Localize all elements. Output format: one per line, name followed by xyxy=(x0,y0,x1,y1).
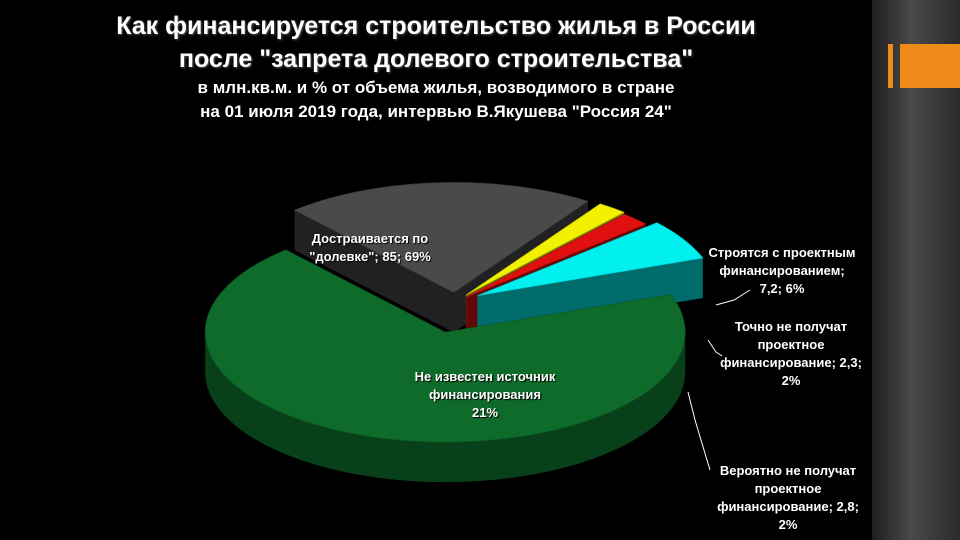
slice-label-definitely-not-line-3: финансирование; 2,3; xyxy=(720,355,862,370)
chart-subtitle-line-2: на 01 июля 2019 года, интервью В.Якушева… xyxy=(200,102,672,121)
accent-bar-thin xyxy=(888,44,893,88)
slice-label-unknown: Не известен источник финансирования 21% xyxy=(385,368,585,422)
leader-lines xyxy=(687,289,751,471)
slice-label-likely-not: Вероятно не получат проектное финансиров… xyxy=(704,462,872,534)
slice-label-definitely-not: Точно не получат проектное финансировани… xyxy=(712,318,870,390)
slice-label-likely-not-line-4: 2% xyxy=(778,517,798,532)
chart-title-block: Как финансируется строительство жилья в … xyxy=(0,10,872,124)
accent-bar-wide xyxy=(900,44,960,88)
slice-label-project: Строятся с проектным финансированием; 7,… xyxy=(692,244,872,298)
slice-unknown xyxy=(293,182,589,293)
slice-label-definitely-not-line-1: Точно не получат xyxy=(734,319,848,334)
chart-title-line-2: после "запрета долевого строительства" xyxy=(178,45,694,73)
slice-label-project-line-1: Строятся с проектным xyxy=(708,245,856,260)
slice-label-project-line-3: 7,2; 6% xyxy=(759,281,805,296)
slice-wall-dolevka xyxy=(205,332,686,483)
slice-label-likely-not-line-2: проектное xyxy=(754,481,822,496)
chart-subtitle-line-1: в млн.кв.м. и % от объема жилья, возводи… xyxy=(197,78,675,97)
slice-label-unknown-line-3: 21% xyxy=(471,405,499,420)
leader-likely-not xyxy=(687,391,711,471)
pie-chart xyxy=(204,182,751,483)
slice-label-dolevka-line-2: "долевке"; 85; 69% xyxy=(309,249,431,264)
slice-dolevka xyxy=(204,249,686,443)
slice-label-dolevka-line-1: Достраивается по xyxy=(311,231,429,246)
pie-tops xyxy=(204,182,704,443)
right-decorative-panel xyxy=(872,0,960,540)
slice-label-likely-not-line-1: Вероятно не получат xyxy=(719,463,857,478)
slice-side-unknown-0 xyxy=(294,210,454,333)
slice-label-definitely-not-line-4: 2% xyxy=(781,373,801,388)
slice-label-unknown-line-2: финансирования xyxy=(429,387,541,402)
slice-likely_not xyxy=(465,203,625,296)
slice-definitely_not xyxy=(466,213,647,298)
slice-label-project-line-2: финансированием; xyxy=(719,263,845,278)
leader-project xyxy=(715,289,751,306)
slice-project xyxy=(477,222,704,296)
slice-label-likely-not-line-3: финансирование; 2,8; xyxy=(717,499,859,514)
slice-side-project-1 xyxy=(477,258,703,336)
chart-title-line-1: Как финансируется строительство жилья в … xyxy=(116,12,756,40)
slice-label-definitely-not-line-2: проектное xyxy=(757,337,825,352)
slice-label-unknown-line-1: Не известен источник xyxy=(414,369,556,384)
slice-label-dolevka: Достраивается по "долевке"; 85; 69% xyxy=(270,230,470,266)
leader-definitely-not xyxy=(707,339,723,357)
